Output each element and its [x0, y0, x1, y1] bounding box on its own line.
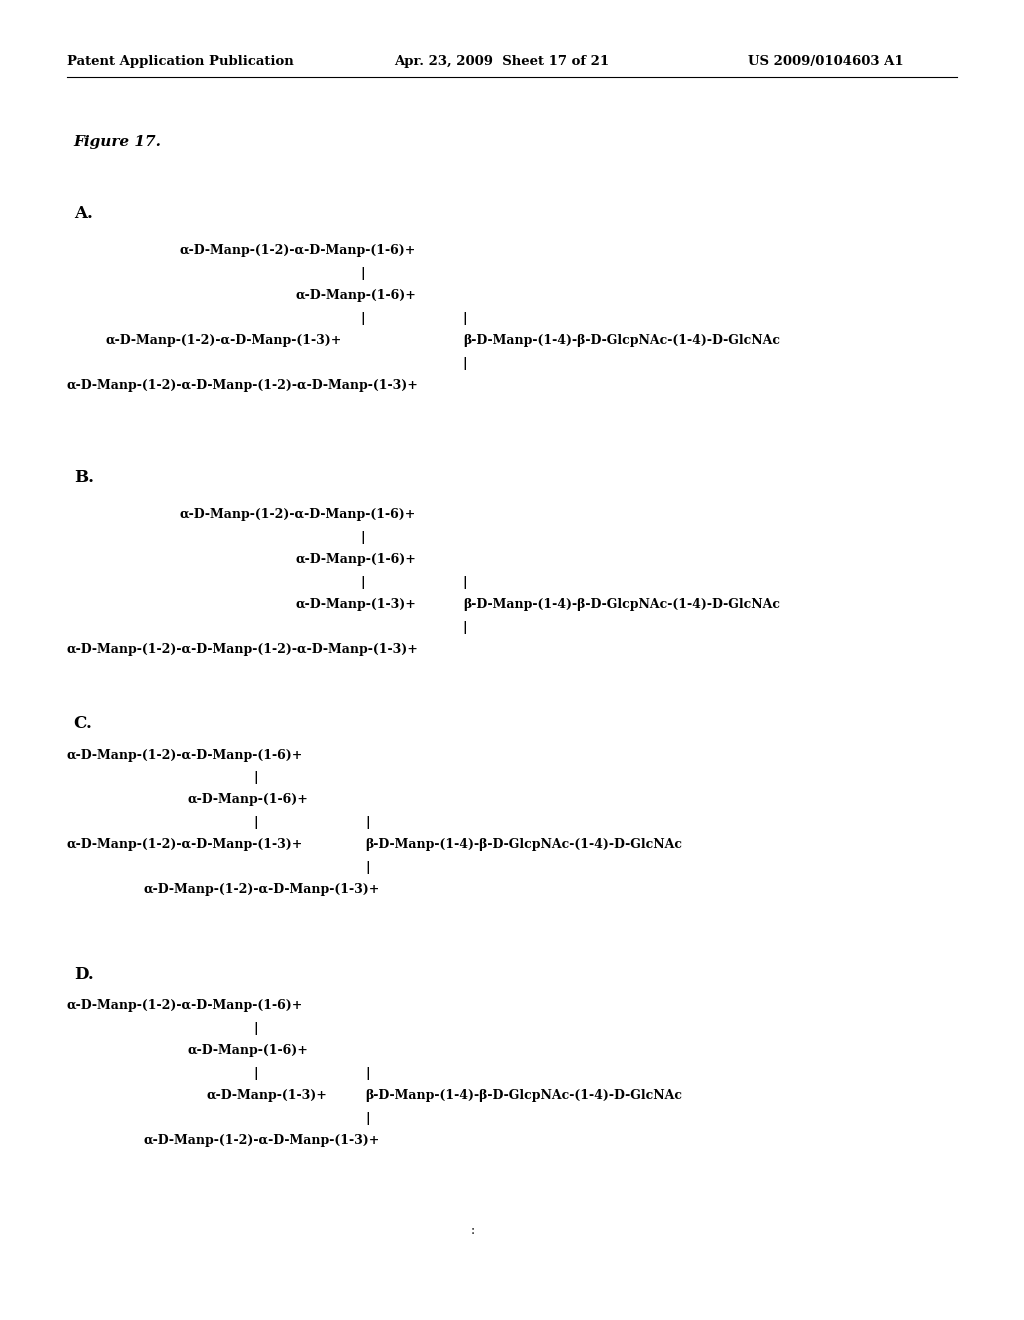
Text: α-D-Manp-(1-2)-α-D-Manp-(1-3)+: α-D-Manp-(1-2)-α-D-Manp-(1-3)+ [105, 334, 342, 347]
Text: α-D-Manp-(1-6)+: α-D-Manp-(1-6)+ [296, 553, 417, 566]
Text: α-D-Manp-(1-2)-α-D-Manp-(1-6)+: α-D-Manp-(1-2)-α-D-Manp-(1-6)+ [67, 999, 303, 1012]
Text: α-D-Manp-(1-2)-α-D-Manp-(1-3)+: α-D-Manp-(1-2)-α-D-Manp-(1-3)+ [143, 883, 380, 896]
Text: |: | [366, 816, 371, 829]
Text: α-D-Manp-(1-2)-α-D-Manp-(1-6)+: α-D-Manp-(1-2)-α-D-Manp-(1-6)+ [179, 244, 416, 257]
Text: |: | [360, 531, 366, 544]
Text: |: | [366, 1067, 371, 1080]
Text: |: | [253, 816, 258, 829]
Text: β-D-Manp-(1-4)-β-D-GlcpNAc-(1-4)-D-GlcNAc: β-D-Manp-(1-4)-β-D-GlcpNAc-(1-4)-D-GlcNA… [463, 598, 780, 611]
Text: α-D-Manp-(1-3)+: α-D-Manp-(1-3)+ [296, 598, 417, 611]
Text: |: | [253, 1022, 258, 1035]
Text: |: | [463, 576, 468, 589]
Text: α-D-Manp-(1-2)-α-D-Manp-(1-2)-α-D-Manp-(1-3)+: α-D-Manp-(1-2)-α-D-Manp-(1-2)-α-D-Manp-(… [67, 379, 419, 392]
Text: D.: D. [74, 966, 93, 983]
Text: α-D-Manp-(1-3)+: α-D-Manp-(1-3)+ [207, 1089, 328, 1102]
Text: β-D-Manp-(1-4)-β-D-GlcpNAc-(1-4)-D-GlcNAc: β-D-Manp-(1-4)-β-D-GlcpNAc-(1-4)-D-GlcNA… [366, 1089, 683, 1102]
Text: |: | [253, 771, 258, 784]
Text: C.: C. [74, 715, 92, 733]
Text: α-D-Manp-(1-2)-α-D-Manp-(1-3)+: α-D-Manp-(1-2)-α-D-Manp-(1-3)+ [143, 1134, 380, 1147]
Text: |: | [463, 620, 468, 634]
Text: |: | [366, 1111, 371, 1125]
Text: |: | [360, 267, 366, 280]
Text: B.: B. [74, 469, 94, 486]
Text: β-D-Manp-(1-4)-β-D-GlcpNAc-(1-4)-D-GlcNAc: β-D-Manp-(1-4)-β-D-GlcpNAc-(1-4)-D-GlcNA… [366, 838, 683, 851]
Text: Figure 17.: Figure 17. [74, 135, 162, 149]
Text: Apr. 23, 2009  Sheet 17 of 21: Apr. 23, 2009 Sheet 17 of 21 [394, 54, 609, 67]
Text: |: | [253, 1067, 258, 1080]
Text: |: | [463, 312, 468, 325]
Text: |: | [360, 576, 366, 589]
Text: α-D-Manp-(1-6)+: α-D-Manp-(1-6)+ [187, 1044, 308, 1057]
Text: α-D-Manp-(1-6)+: α-D-Manp-(1-6)+ [296, 289, 417, 302]
Text: α-D-Manp-(1-2)-α-D-Manp-(1-6)+: α-D-Manp-(1-2)-α-D-Manp-(1-6)+ [67, 748, 303, 762]
Text: A.: A. [74, 205, 92, 222]
Text: β-D-Manp-(1-4)-β-D-GlcpNAc-(1-4)-D-GlcNAc: β-D-Manp-(1-4)-β-D-GlcpNAc-(1-4)-D-GlcNA… [463, 334, 780, 347]
Text: α-D-Manp-(1-2)-α-D-Manp-(1-2)-α-D-Manp-(1-3)+: α-D-Manp-(1-2)-α-D-Manp-(1-2)-α-D-Manp-(… [67, 643, 419, 656]
Text: α-D-Manp-(1-6)+: α-D-Manp-(1-6)+ [187, 793, 308, 807]
Text: α-D-Manp-(1-2)-α-D-Manp-(1-3)+: α-D-Manp-(1-2)-α-D-Manp-(1-3)+ [67, 838, 303, 851]
Text: Patent Application Publication: Patent Application Publication [67, 54, 293, 67]
Text: α-D-Manp-(1-2)-α-D-Manp-(1-6)+: α-D-Manp-(1-2)-α-D-Manp-(1-6)+ [179, 508, 416, 521]
Text: |: | [463, 356, 468, 370]
Text: :: : [471, 1224, 475, 1237]
Text: US 2009/0104603 A1: US 2009/0104603 A1 [748, 54, 903, 67]
Text: |: | [360, 312, 366, 325]
Text: |: | [366, 861, 371, 874]
